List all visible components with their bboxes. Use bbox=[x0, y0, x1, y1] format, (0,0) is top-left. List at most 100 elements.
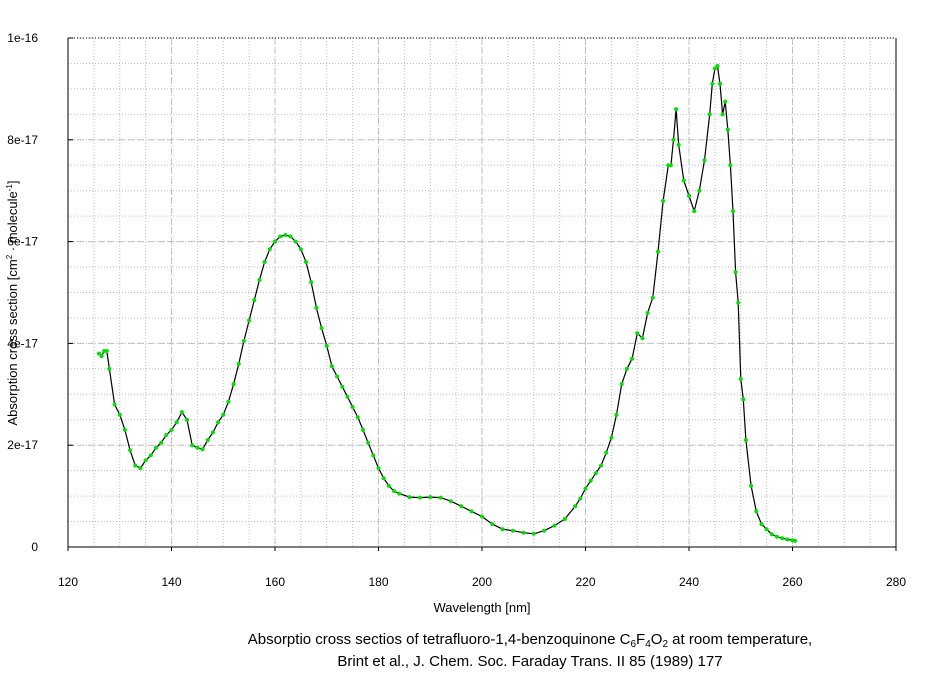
data-point bbox=[148, 453, 153, 458]
data-point bbox=[469, 509, 474, 514]
data-point bbox=[241, 338, 246, 343]
data-point bbox=[718, 81, 722, 86]
data-point bbox=[298, 247, 303, 252]
y-tick-label: 8e-17 bbox=[7, 133, 38, 147]
data-point bbox=[674, 107, 679, 112]
data-point bbox=[174, 420, 179, 425]
data-point bbox=[392, 489, 396, 493]
data-point bbox=[645, 310, 650, 315]
data-point bbox=[661, 198, 666, 203]
y-tick-label: 1e-16 bbox=[7, 31, 38, 45]
data-point bbox=[371, 453, 376, 458]
data-point bbox=[252, 298, 257, 303]
data-point bbox=[650, 295, 655, 300]
data-point bbox=[552, 523, 557, 528]
formula-element: F bbox=[636, 631, 646, 648]
data-point bbox=[656, 249, 660, 254]
data-point bbox=[723, 99, 728, 104]
data-point bbox=[793, 538, 798, 543]
data-point bbox=[319, 326, 324, 331]
chart: 120 140 160 180 200 220 240 260 280 0 2e-17 4e-17 6… bbox=[5, 31, 906, 615]
data-point bbox=[736, 300, 741, 305]
data-point bbox=[143, 458, 148, 463]
data-point bbox=[562, 517, 567, 521]
data-point bbox=[521, 530, 526, 535]
data-point bbox=[397, 491, 402, 496]
x-tick-label: 220 bbox=[575, 575, 595, 589]
data-point bbox=[692, 209, 697, 214]
data-point bbox=[769, 532, 774, 537]
data-point bbox=[309, 280, 314, 285]
y-axis-label-main: Absorption cross section [cm bbox=[5, 259, 20, 425]
x-tick-labels: 120 140 160 180 200 220 240 260 280 bbox=[58, 575, 906, 589]
data-point bbox=[164, 433, 169, 437]
formula-element: O bbox=[650, 631, 663, 648]
data-point bbox=[200, 447, 205, 452]
data-point bbox=[288, 234, 293, 239]
data-point bbox=[681, 178, 686, 183]
data-point bbox=[749, 483, 754, 488]
x-tick-label: 140 bbox=[161, 575, 181, 589]
data-point bbox=[376, 466, 381, 471]
data-point bbox=[702, 158, 707, 163]
data-point bbox=[573, 504, 578, 509]
data-point bbox=[169, 427, 174, 432]
data-point bbox=[775, 534, 779, 539]
data-point bbox=[381, 476, 386, 481]
data-point bbox=[707, 112, 712, 117]
y-tick-label: 2e-17 bbox=[7, 438, 38, 452]
data-point bbox=[588, 478, 593, 483]
data-point bbox=[438, 495, 443, 500]
data-point bbox=[190, 443, 195, 448]
data-point bbox=[731, 209, 735, 214]
data-point bbox=[247, 318, 252, 323]
data-point bbox=[449, 499, 453, 504]
y-axis-label-mid: · molecule bbox=[5, 191, 20, 255]
data-point bbox=[671, 137, 676, 142]
axes bbox=[67, 37, 897, 551]
chemical-formula: 6F4O2 bbox=[630, 631, 668, 650]
data-point bbox=[676, 142, 681, 147]
data-point bbox=[340, 384, 345, 389]
data-point bbox=[604, 450, 609, 455]
data-point bbox=[112, 402, 117, 407]
data-point bbox=[133, 463, 138, 468]
data-point bbox=[210, 430, 215, 435]
data-point bbox=[599, 463, 603, 468]
y-axis-label-sup2: -1 bbox=[5, 184, 14, 192]
data-point bbox=[361, 427, 365, 432]
data-point bbox=[480, 514, 484, 519]
data-point bbox=[99, 354, 104, 359]
data-point bbox=[257, 277, 262, 282]
x-tick-label: 280 bbox=[886, 575, 906, 589]
data-point bbox=[640, 336, 645, 341]
data-point bbox=[345, 394, 350, 399]
formula-subscript: 4 bbox=[645, 639, 651, 650]
formula-subscript: 6 bbox=[630, 639, 637, 650]
x-tick-label: 160 bbox=[265, 575, 285, 589]
x-axis-label: Wavelength [nm] bbox=[433, 600, 530, 615]
data-point bbox=[725, 127, 730, 132]
x-tick-label: 180 bbox=[368, 575, 388, 589]
data-point bbox=[417, 495, 422, 500]
data-point bbox=[428, 495, 433, 500]
data-point bbox=[407, 495, 412, 500]
y-tick-label: 4e-17 bbox=[7, 336, 38, 350]
data-point bbox=[107, 366, 112, 371]
y-tick-label: 0 bbox=[31, 540, 38, 554]
y-axis-label-end: ] bbox=[5, 181, 20, 185]
data-point bbox=[216, 420, 221, 425]
data-point bbox=[293, 239, 298, 244]
data-point bbox=[715, 64, 720, 68]
y-tick-label: 6e-17 bbox=[7, 235, 38, 249]
data-point bbox=[185, 417, 189, 422]
data-point bbox=[733, 270, 738, 275]
data-point bbox=[542, 528, 547, 533]
data-point bbox=[314, 305, 319, 310]
data-point bbox=[221, 412, 226, 417]
data-point bbox=[324, 343, 329, 348]
y-axis-label-sup1: 2 bbox=[5, 254, 14, 259]
data-point bbox=[697, 188, 702, 193]
data-point bbox=[635, 331, 640, 336]
data-point bbox=[738, 377, 743, 381]
